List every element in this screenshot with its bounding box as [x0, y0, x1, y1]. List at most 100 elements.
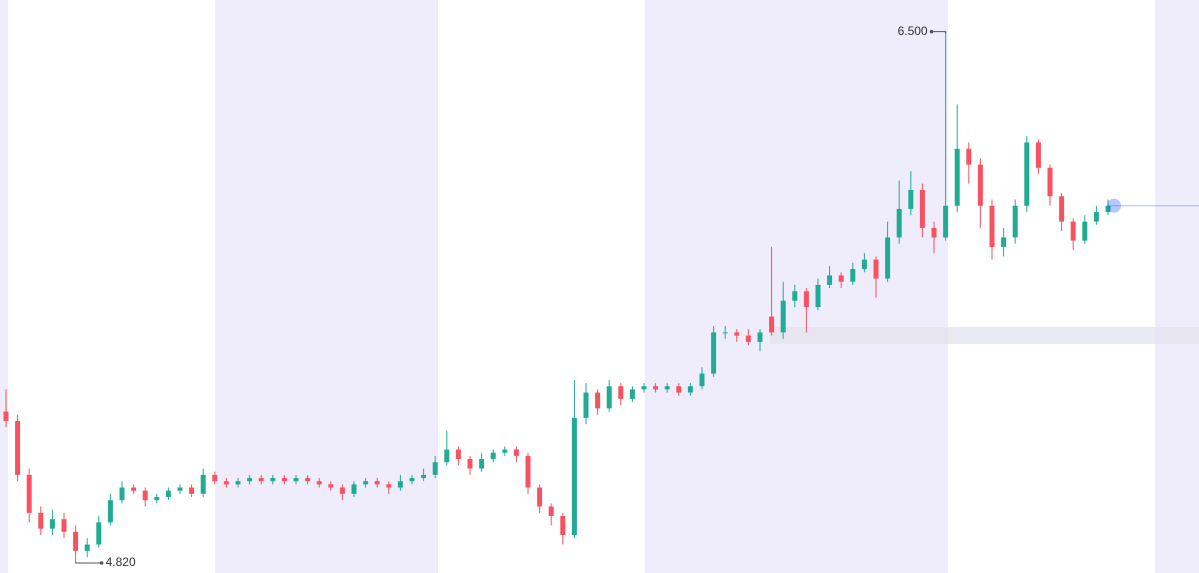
candle-body — [397, 481, 403, 488]
candle-body — [1012, 205, 1018, 238]
candle-body — [792, 291, 798, 301]
annotation-label: 4.820 — [106, 555, 136, 569]
candle-body — [3, 411, 9, 422]
candle-body — [189, 487, 195, 494]
candle-body — [1093, 212, 1099, 222]
annotation-dot — [99, 561, 104, 565]
candle-body — [165, 490, 171, 498]
candle-body — [374, 481, 380, 485]
candle-body — [154, 497, 160, 501]
candle-body — [351, 484, 357, 494]
annotation-leader — [75, 562, 102, 564]
candle-body — [641, 386, 647, 390]
annotation-label: 6.500 — [898, 24, 928, 38]
candle-body — [61, 519, 67, 532]
candle-body — [84, 544, 90, 551]
session-band — [0, 0, 8, 573]
candle-body — [73, 531, 79, 551]
candle-body — [618, 386, 624, 399]
candle-body — [270, 478, 276, 482]
candle-body — [328, 484, 334, 488]
candle-body — [954, 148, 960, 206]
candle-body — [444, 449, 450, 463]
candle-body — [989, 205, 995, 247]
candle-body — [223, 481, 229, 485]
candle-body — [142, 490, 148, 501]
candle-body — [107, 500, 113, 523]
candle-body — [119, 487, 125, 501]
candle-body — [293, 478, 299, 482]
candle-body — [1001, 237, 1007, 247]
candle-body — [316, 481, 322, 485]
candle-body — [258, 478, 264, 482]
candle-body — [339, 487, 345, 494]
candle-body — [827, 275, 833, 285]
candle-body — [780, 300, 786, 333]
candle-body — [1070, 221, 1076, 241]
candle-body — [177, 487, 183, 491]
session-band — [215, 0, 438, 573]
candle-body — [885, 237, 891, 279]
candle-body — [1035, 142, 1041, 168]
annotation-dot — [929, 29, 934, 34]
candle-body — [386, 484, 392, 488]
candle-body — [479, 459, 485, 469]
candle-body — [96, 522, 102, 545]
candle-body — [38, 512, 44, 529]
candle-body — [896, 208, 902, 238]
candle-body — [281, 478, 287, 482]
candle-body — [513, 449, 519, 456]
candle-body — [919, 189, 925, 228]
candle-body — [815, 284, 821, 308]
candle-body — [803, 291, 809, 308]
candle-body — [1059, 196, 1065, 222]
candle-body — [769, 316, 775, 333]
candle-body — [548, 506, 554, 517]
candle-body — [629, 389, 635, 399]
candle-body — [745, 335, 751, 342]
candle-body — [1082, 221, 1088, 241]
candle-body — [908, 189, 914, 209]
candle-body — [734, 332, 740, 336]
candle-body — [606, 386, 612, 409]
candle-body — [977, 164, 983, 206]
candle-body — [131, 487, 137, 491]
candle-body — [931, 227, 937, 238]
candle-body — [305, 478, 311, 482]
candle-body — [1024, 142, 1030, 206]
candle-body — [943, 205, 949, 238]
candle-body — [653, 386, 659, 390]
candle-body — [502, 449, 508, 453]
last-price-dot — [1107, 198, 1121, 213]
candle-body — [571, 417, 577, 536]
candle-body — [699, 373, 705, 387]
candle-body — [560, 516, 566, 536]
session-band — [645, 0, 948, 573]
candle-body — [490, 452, 496, 460]
candle-body — [850, 269, 856, 282]
candle-body — [247, 478, 253, 482]
candle-body — [212, 474, 218, 482]
candle-body — [525, 455, 531, 488]
gap-zone — [770, 327, 1199, 344]
candle-body — [409, 478, 415, 482]
candle-body — [1105, 205, 1111, 213]
candle-body — [200, 474, 206, 494]
candle-body — [966, 148, 972, 165]
candle-body — [687, 386, 693, 393]
candle-body — [363, 481, 369, 485]
candle-body — [861, 259, 867, 270]
candle-body — [664, 386, 670, 390]
candle-body — [537, 487, 543, 507]
candle-body — [432, 462, 438, 475]
candle-body — [757, 332, 763, 342]
candle-body — [583, 392, 589, 418]
candle-body — [421, 474, 427, 479]
candle-body — [15, 421, 21, 475]
annotation-leader — [931, 31, 947, 34]
session-band — [1155, 0, 1199, 573]
candle-body — [722, 332, 728, 334]
candle-body — [467, 459, 473, 469]
candle-body — [1047, 167, 1053, 197]
